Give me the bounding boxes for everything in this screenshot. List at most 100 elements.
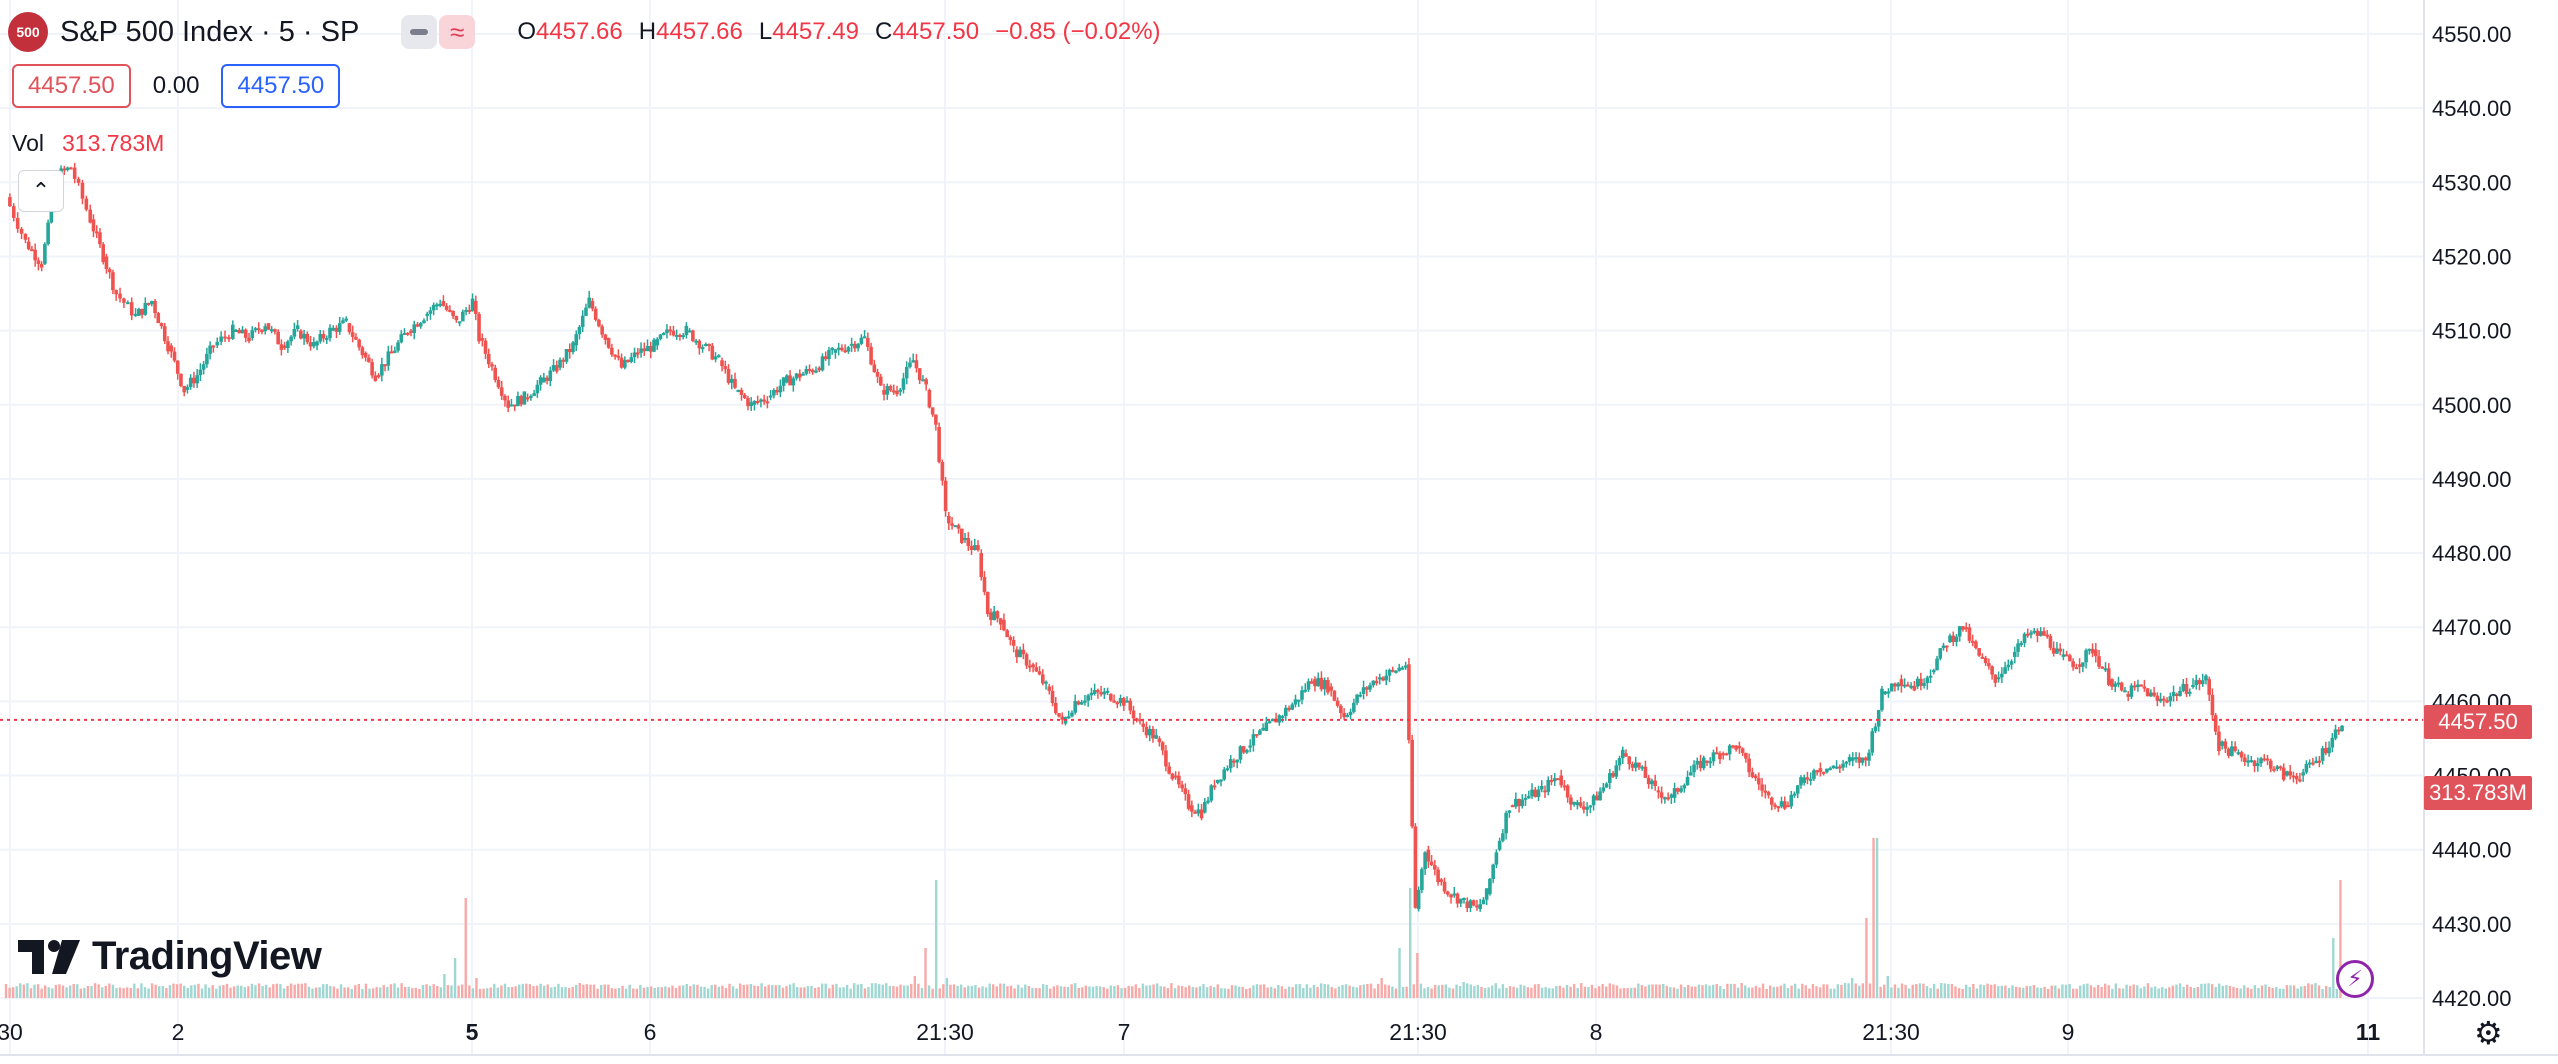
candle-body: [2032, 630, 2037, 633]
volume-bar: [2075, 988, 2078, 998]
volume-bar: [329, 986, 332, 998]
volume-bar: [974, 984, 977, 998]
candle-body: [146, 302, 151, 305]
volume-bar: [1020, 987, 1023, 998]
ohlc-open-label: O: [517, 18, 536, 45]
symbol-title[interactable]: S&P 500 Index · 5 · SP: [60, 15, 360, 48]
volume-bar: [842, 987, 845, 998]
candle-body: [1164, 750, 1168, 767]
volume-bar: [525, 983, 528, 998]
candle-body: [65, 167, 70, 170]
volume-bar: [1986, 983, 1989, 998]
candle-body: [503, 395, 507, 401]
candle-body: [1008, 637, 1013, 640]
time-tick-label: 21:30: [916, 1019, 974, 1045]
volume-bar: [1458, 986, 1462, 998]
candle-body: [1698, 760, 1703, 769]
candle-body: [1740, 748, 1745, 753]
volume-bar: [778, 984, 781, 998]
candle-body: [1394, 670, 1398, 673]
volume-bar: [624, 988, 628, 998]
candle-body: [2259, 758, 2263, 764]
volume-bar: [1907, 988, 1911, 998]
ohlc-values: O4457.66 H4457.66 L4457.49 C4457.50 −0.8…: [517, 18, 1160, 46]
sell-button[interactable]: 4457.50: [12, 64, 131, 108]
candle-body: [1322, 679, 1327, 690]
indicator-wave-icon[interactable]: ≈: [439, 15, 476, 49]
volume-bar: [935, 880, 938, 998]
volume-bar: [275, 983, 279, 998]
candle-body: [457, 321, 462, 324]
candle-body: [1757, 778, 1761, 785]
volume-bar: [1612, 984, 1615, 998]
volume-bar: [824, 983, 827, 998]
candle-body: [2074, 667, 2079, 670]
candle-body: [1517, 798, 1521, 807]
candle-body: [1426, 849, 1431, 862]
volume-bar: [1109, 985, 1113, 998]
candle-body: [428, 310, 433, 314]
volume-bar: [510, 987, 514, 998]
brand-name: TradingView: [92, 934, 322, 978]
candle-body: [908, 362, 912, 367]
hide-legend-icon[interactable]: [401, 15, 438, 49]
volume-bar: [924, 948, 927, 998]
price-axis[interactable]: 4550.00 4540.00 4530.00 4520.00 4510.00 4500.…: [2423, 0, 2512, 1055]
volume-bar: [1911, 984, 1914, 998]
candle-body: [269, 329, 274, 332]
candle-body: [1070, 712, 1074, 717]
volume-bar: [1758, 987, 1761, 998]
volume-bar: [1918, 983, 1922, 998]
candle-body: [2145, 688, 2150, 697]
volume-bar: [2004, 985, 2007, 998]
volume-bar: [1662, 983, 1665, 998]
candle-body: [882, 389, 886, 395]
settings-icon[interactable]: ⚙: [2474, 1015, 2503, 1051]
volume-bar: [1808, 988, 1811, 998]
candle-body: [1695, 760, 1700, 765]
buy-button[interactable]: 4457.50: [221, 64, 341, 108]
candle-body: [360, 347, 365, 356]
volume-bar: [1316, 986, 1319, 998]
lightning-icon[interactable]: ⚡: [2336, 960, 2374, 998]
candle-body: [1569, 797, 1573, 805]
volume-bar: [981, 986, 984, 998]
volume-bar: [1451, 988, 1455, 998]
volume-bar: [2228, 985, 2232, 998]
volume-bar: [1751, 987, 1754, 998]
volume-bar: [250, 983, 254, 998]
collapse-legend-button[interactable]: ⌃: [18, 170, 64, 212]
candle-body: [1167, 766, 1171, 774]
volume-bar: [1002, 983, 1006, 998]
candle-body: [879, 376, 883, 386]
volume-bar: [1437, 985, 1440, 998]
candle-body: [1491, 864, 1495, 879]
candle-body: [891, 390, 896, 393]
candle-body: [1173, 775, 1178, 778]
candle-body: [1539, 785, 1544, 790]
volume-bar: [2285, 985, 2289, 998]
time-axis[interactable]: 30 2 5 6 21:30 7 21:30 8 21:30 9 11: [0, 1019, 2380, 1045]
volume-bar: [1476, 985, 1480, 998]
candle-body: [1309, 681, 1314, 684]
candle-body: [179, 373, 183, 386]
volume-bar: [1711, 984, 1715, 998]
candle-body: [778, 385, 783, 393]
candle-body: [2204, 675, 2208, 681]
candle-body: [205, 353, 209, 365]
candle-body: [2217, 731, 2221, 752]
volume-bar: [2111, 988, 2114, 998]
volume-bar: [2146, 983, 2150, 998]
candle-body: [872, 364, 877, 373]
candle-body: [1760, 784, 1764, 791]
candle-body: [256, 328, 261, 331]
volume-bar: [2168, 987, 2171, 998]
candle-body: [1403, 665, 1408, 668]
volume-bar: [1947, 984, 1950, 998]
price-tick-label: 4480.00: [2432, 541, 2512, 566]
volume-bar: [1412, 984, 1415, 998]
candle-body: [302, 333, 306, 339]
candle-body: [1203, 802, 1207, 813]
candle-body: [2068, 655, 2072, 662]
